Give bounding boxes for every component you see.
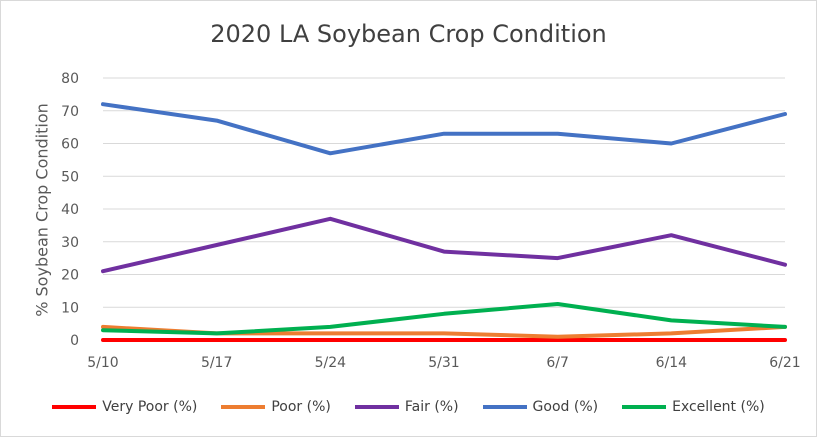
y-tick-labels: 0 10 20 30 40 50 60 70 80 <box>61 71 79 349</box>
x-tick-label: 6/21 <box>769 355 800 371</box>
legend-label: Good (%) <box>532 399 599 415</box>
legend-swatch <box>354 405 399 409</box>
series-line-excellent <box>101 302 787 336</box>
y-tick-label: 40 <box>61 202 79 218</box>
gridlines <box>103 77 785 341</box>
x-tick-label: 6/14 <box>656 355 688 371</box>
series-lines <box>101 102 787 342</box>
y-tick-label: 60 <box>61 137 79 153</box>
legend-item: Good (%) <box>482 399 599 415</box>
legend-item: Excellent (%) <box>622 399 765 415</box>
legend-item: Fair (%) <box>354 399 459 415</box>
legend-swatch <box>482 405 527 409</box>
x-tick-label: 5/24 <box>315 355 347 371</box>
series-line-good <box>101 102 787 156</box>
x-tick-label: 5/10 <box>87 355 118 371</box>
y-tick-label: 30 <box>61 235 79 251</box>
legend-label: Very Poor (%) <box>102 399 198 415</box>
x-tick-label: 5/31 <box>428 355 459 371</box>
y-tick-label: 70 <box>61 104 79 120</box>
y-tick-label: 80 <box>61 71 79 87</box>
legend-item: Very Poor (%) <box>52 399 197 415</box>
legend-swatch <box>52 405 97 409</box>
y-tick-label: 50 <box>61 169 79 185</box>
legend-label: Excellent (%) <box>672 399 765 415</box>
x-tick-label: 6/7 <box>546 355 569 371</box>
legend-label: Fair (%) <box>404 399 459 415</box>
legend: Very Poor (%) Poor (%) Fair (%) Good (%) Exc… <box>0 396 817 418</box>
x-tick-label: 5/17 <box>201 355 232 371</box>
y-tick-label: 10 <box>61 300 79 316</box>
legend-swatch <box>622 405 667 409</box>
series-line-fair <box>101 216 787 274</box>
chart-title: 2020 LA Soybean Crop Condition <box>210 20 607 48</box>
legend-swatch <box>221 405 266 409</box>
x-tick-labels: 5/10 5/17 5/24 5/31 6/7 6/14 6/21 <box>87 355 800 371</box>
y-tick-label: 0 <box>70 333 79 349</box>
legend-label: Poor (%) <box>271 399 331 415</box>
legend-item: Poor (%) <box>221 399 331 415</box>
y-tick-label: 20 <box>61 268 79 284</box>
